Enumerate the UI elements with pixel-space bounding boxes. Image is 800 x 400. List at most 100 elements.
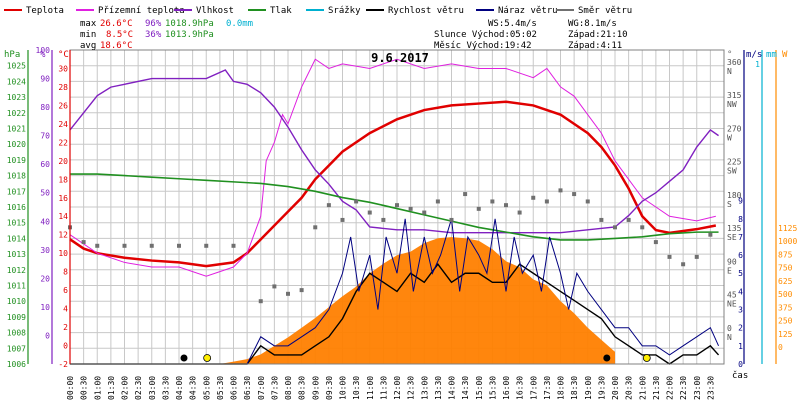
wind-ws: WS:5.4m/s: [488, 19, 537, 29]
x-tick-label: 10:30: [352, 376, 361, 400]
wind-direction-point: [449, 217, 454, 222]
x-tick-label: 06:00: [230, 376, 239, 400]
wind-direction-point: [313, 225, 318, 230]
temperature-tick-label: 30: [58, 64, 68, 73]
x-tick-label: 08:00: [284, 376, 293, 400]
x-tick-label: 14:30: [461, 376, 470, 400]
wind-direction-point: [544, 199, 549, 204]
x-tick-label: 20:30: [625, 376, 634, 400]
stats-min-press: 1013.9hPa: [165, 30, 214, 40]
wind-tick-label: 0: [738, 360, 743, 369]
x-tick-label: 15:00: [475, 376, 484, 400]
wind-tick-label: 8: [738, 215, 743, 224]
direction-compass-label: SW: [727, 167, 737, 176]
moonset-marker: [180, 354, 188, 362]
x-tick-label: 04:00: [175, 376, 184, 400]
x-tick-label: 18:00: [557, 376, 566, 400]
unit-degc: °C: [58, 50, 69, 60]
solar-tick-label: 375: [778, 303, 793, 312]
wind-direction-point: [231, 243, 236, 248]
temperature-tick-label: 2: [63, 323, 68, 332]
x-tick-label: 13:00: [420, 376, 429, 400]
stats-max-hum: 96%: [145, 19, 162, 29]
humidity-tick-label: 70: [40, 132, 50, 141]
wind-direction-point: [585, 199, 590, 204]
temperature-tick-label: 18: [58, 175, 68, 184]
axes: 00:00 00:30 01:00 01:30 02:00 02:30 03:00 03:30…: [7, 46, 798, 400]
wind-direction-point: [408, 206, 413, 211]
x-tick-label: 02:30: [134, 376, 143, 400]
humidity-tick-label: 50: [40, 189, 50, 198]
wind-direction-point: [667, 254, 672, 259]
x-tick-label: 19:00: [584, 376, 593, 400]
sunset-marker: [642, 354, 651, 362]
pressure-tick-label: 1025: [7, 62, 26, 71]
x-tick-label: 23:00: [693, 376, 702, 400]
x-tick-label: 21:00: [638, 376, 647, 400]
unit-deg: °: [727, 50, 732, 60]
pressure-tick-label: 1011: [7, 282, 26, 291]
rain-tick-label: 1: [755, 60, 760, 69]
x-tick-label: 16:00: [502, 376, 511, 400]
direction-tick-label: 315: [727, 91, 742, 100]
x-tick-label: 18:30: [570, 376, 579, 400]
humidity-tick-label: 40: [40, 217, 50, 226]
x-tick-label: 20:00: [611, 376, 620, 400]
wind-direction-point: [708, 232, 713, 237]
x-tick-label: 12:00: [393, 376, 402, 400]
wind-direction-point: [395, 203, 399, 208]
direction-tick-label: 45: [727, 291, 737, 300]
solar-tick-label: 500: [778, 290, 793, 299]
wind-wg: WG:8.1m/s: [568, 19, 617, 29]
x-tick-label: 22:00: [666, 376, 675, 400]
stats-min-temp: 8.5°C: [106, 30, 133, 40]
pressure-tick-label: 1018: [7, 172, 26, 181]
wind-direction-point: [326, 203, 331, 208]
wind-direction-point: [653, 240, 658, 245]
x-tick-label: 14:00: [448, 376, 457, 400]
wind-direction-point: [435, 199, 440, 204]
moon-set: Západ:4:11: [568, 41, 622, 51]
direction-tick-label: 225: [727, 158, 742, 167]
wind-direction-point: [258, 299, 263, 304]
stats-max-rain: 0.0mm: [226, 19, 253, 29]
pressure-tick-label: 1020: [7, 140, 26, 149]
x-tick-label: 17:00: [529, 376, 538, 400]
temperature-tick-label: 0: [63, 342, 68, 351]
wind-direction-point: [381, 217, 386, 222]
solar-tick-label: 750: [778, 264, 793, 273]
wind-direction-point: [149, 243, 154, 248]
direction-tick-label: 90: [727, 257, 737, 266]
humidity-tick-label: 30: [40, 246, 50, 255]
wind-tick-label: 3: [738, 306, 743, 315]
wind-direction-point: [531, 195, 536, 200]
legend-label: Směr větru: [578, 6, 632, 16]
wind-direction-point: [504, 203, 508, 208]
humidity-tick-label: 60: [40, 160, 50, 169]
wind-direction-point: [354, 199, 359, 204]
x-tick-label: 11:30: [379, 376, 388, 400]
pressure-tick-label: 1013: [7, 250, 26, 259]
pressure-tick-label: 1017: [7, 187, 26, 196]
x-tick-label: 09:00: [311, 376, 320, 400]
wind-direction-point: [422, 210, 427, 215]
legend-label: Přízemní teplota: [98, 6, 185, 16]
legend-label: Rychlost větru: [388, 6, 464, 16]
wind-direction-point: [694, 254, 699, 259]
solar-tick-label: 125: [778, 330, 793, 339]
humidity-tick-label: 10: [40, 303, 50, 312]
pressure-tick-label: 1023: [7, 93, 26, 102]
unit-mm: mm: [766, 50, 777, 60]
wind-direction-point: [476, 206, 481, 211]
temperature-tick-label: 24: [58, 120, 68, 129]
wind-direction-point: [367, 210, 372, 215]
humidity-tick-label: 90: [40, 75, 50, 84]
pressure-tick-label: 1010: [7, 297, 26, 306]
pressure-tick-label: 1012: [7, 266, 26, 275]
x-tick-label: 15:30: [488, 376, 497, 400]
temperature-tick-label: 16: [58, 194, 68, 203]
direction-compass-label: NE: [727, 300, 737, 309]
direction-tick-label: 180: [727, 191, 742, 200]
x-tick-label: 05:30: [216, 376, 225, 400]
